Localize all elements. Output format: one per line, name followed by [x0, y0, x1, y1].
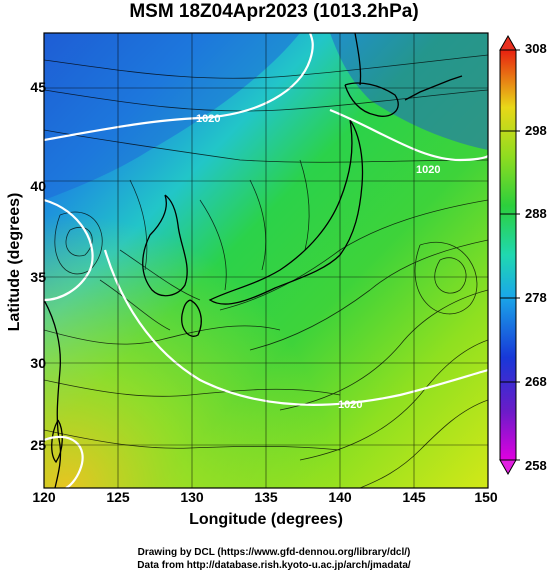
y-tick-label: 25 — [30, 437, 46, 453]
sakhalin — [354, 33, 362, 86]
x-tick-label: 120 — [32, 489, 56, 505]
x-tick-label: 130 — [180, 489, 204, 505]
coastlines — [44, 33, 463, 488]
y-tick-label: 35 — [30, 269, 46, 285]
colorbar-tick-label: 298 — [525, 123, 547, 138]
korean-peninsula — [142, 194, 188, 297]
hokkaido — [344, 82, 399, 117]
china-coast — [44, 299, 62, 488]
honshu — [208, 119, 364, 305]
colorbar-tick-label: 308 — [525, 41, 547, 56]
kuril-islands — [404, 75, 463, 101]
credit-line-dcl: Drawing by DCL (https://www.gfd-dennou.o… — [137, 547, 411, 558]
taiwan — [51, 419, 63, 464]
map-title: MSM 18Z04Apr2023 (1013.2hPa) — [129, 1, 419, 22]
y-tick-label: 30 — [30, 355, 46, 371]
kyushu — [181, 299, 202, 337]
colorbar-tick-label: 288 — [525, 206, 547, 221]
plot-frame — [43, 32, 489, 489]
y-tick-label: 40 — [30, 178, 46, 194]
y-tick-label: 45 — [30, 79, 46, 95]
isobar-label: 1020 — [196, 113, 220, 125]
y-axis-label: Latitude (degrees) — [6, 192, 23, 332]
x-tick-label: 145 — [402, 489, 426, 505]
colorbar-tick-label: 258 — [525, 458, 547, 473]
credit-line-data: Data from http://database.rish.kyoto-u.a… — [137, 560, 411, 571]
x-tick-label: 135 — [254, 489, 278, 505]
x-axis-label: Longitude (degrees) — [189, 511, 343, 528]
isobar-label: 1020 — [338, 399, 362, 411]
x-tick-label: 150 — [474, 489, 498, 505]
x-tick-label: 140 — [328, 489, 352, 505]
x-tick-label: 125 — [106, 489, 130, 505]
colorbar-tick-label: 268 — [525, 374, 547, 389]
isobars — [44, 33, 488, 488]
colorbar-tick-label: 278 — [525, 290, 547, 305]
colorbar — [499, 34, 520, 476]
isobar-label: 1020 — [416, 164, 440, 176]
lat-lon-grid — [44, 33, 488, 488]
